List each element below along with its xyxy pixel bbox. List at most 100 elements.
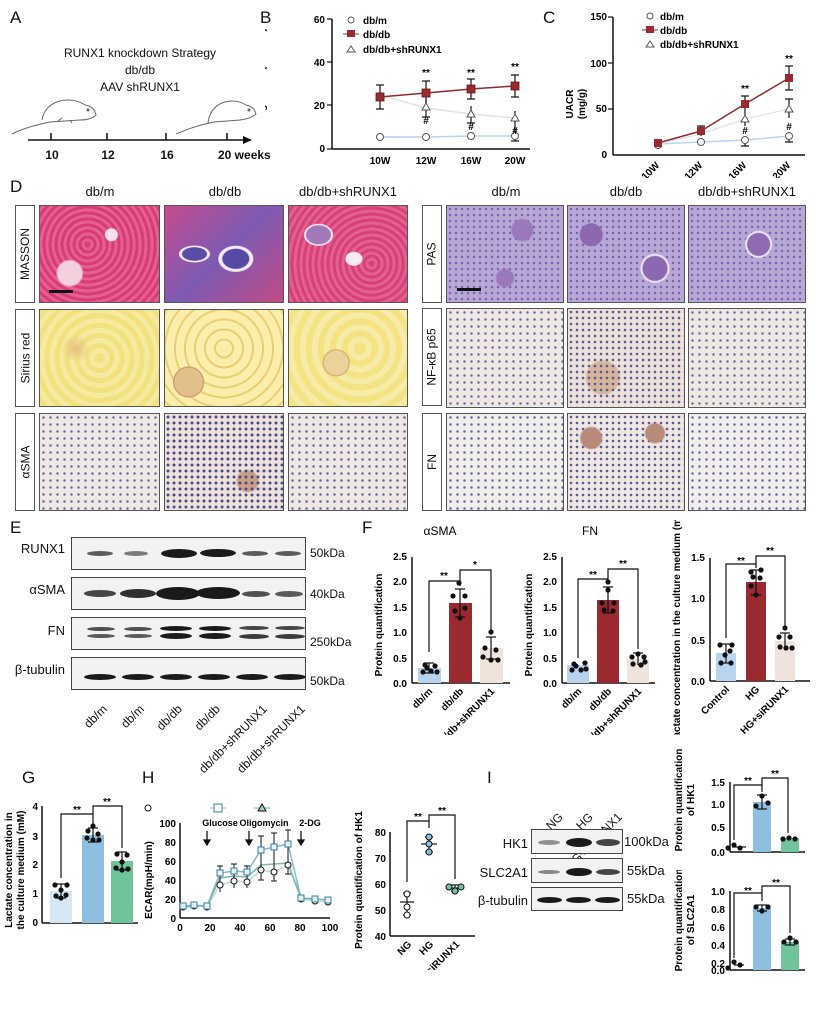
chart-b-xtick: 10W — [370, 156, 391, 165]
svg-text:2-DG: 2-DG — [299, 818, 321, 828]
svg-text:0.5: 0.5 — [711, 823, 725, 834]
svg-text:**: ** — [737, 556, 745, 567]
svg-text:0.2: 0.2 — [711, 959, 725, 970]
svg-text:ECAR(mpH/min): ECAR(mpH/min) — [144, 841, 155, 919]
svg-text:NG: NG — [396, 939, 415, 958]
svg-text:20: 20 — [165, 895, 177, 906]
blot-beta-tubulin — [71, 657, 306, 690]
scale-bar — [457, 288, 481, 291]
row-label-nfkb-p65: NF-κB p65 — [422, 308, 442, 406]
chart-c-xtick: 12W — [683, 160, 706, 178]
micrograph-pas-shrunx1 — [688, 205, 806, 303]
svg-text:70: 70 — [375, 854, 387, 865]
micrograph-fn-dbm — [446, 413, 564, 511]
svg-text:40: 40 — [165, 876, 177, 887]
chart-b-blood-glucose: Blood glucose (mmol/L) 60 40 20 0 ** ** ** — [265, 15, 530, 165]
column-header: db/db+shRUNX1 — [299, 184, 397, 199]
micrograph-masson-dbdb — [164, 205, 284, 303]
svg-text:60: 60 — [375, 880, 387, 891]
svg-text:60: 60 — [264, 923, 276, 934]
blot-hk1 — [531, 829, 623, 854]
blot-row-label: SLC2A1 — [479, 865, 528, 880]
svg-text:(mg/g): (mg/g) — [577, 89, 588, 120]
svg-text:2.5: 2.5 — [543, 552, 557, 563]
svg-text:HG: HG — [418, 939, 437, 958]
chart-b-xtick: 12W — [416, 156, 437, 165]
svg-text:0.0: 0.0 — [691, 677, 705, 688]
column-header: db/db+shRUNX1 — [698, 184, 796, 199]
panel-e-letter: E — [10, 518, 22, 537]
blot-row-label: β-tubulin — [477, 893, 528, 908]
svg-text:#: # — [423, 116, 429, 127]
row-label-pas: PAS — [422, 205, 442, 303]
kda-label: 250kDa — [310, 635, 352, 649]
svg-text:1.0: 1.0 — [543, 628, 557, 639]
panel-a-title-line: AAV shRUNX1 — [100, 80, 180, 94]
legend-label: db/m — [363, 16, 387, 27]
svg-text:2.0: 2.0 — [543, 577, 557, 588]
svg-text:Glucose: Glucose — [202, 818, 238, 828]
chart-f-asma: FN Protein quantification 2.5 2.0 1.5 1.0 0… — [524, 524, 655, 735]
svg-text:0.5: 0.5 — [393, 654, 407, 665]
blot-asma — [71, 577, 306, 610]
svg-text:0.6: 0.6 — [711, 923, 725, 934]
blot-row-label: FN — [47, 623, 65, 638]
micrograph-asma-dbm — [39, 413, 160, 511]
svg-text:Protein quantification of HK1: Protein quantification of HK1 — [354, 811, 365, 949]
svg-text:**: ** — [511, 62, 519, 73]
timeline-tick: 20 weeks — [218, 148, 271, 162]
micrograph-nfkb-dbm — [446, 308, 564, 408]
timeline-tick: 12 — [101, 148, 115, 162]
svg-text:3: 3 — [32, 832, 38, 843]
svg-text:Protein quantification: Protein quantification — [674, 870, 685, 971]
svg-text:1.5: 1.5 — [543, 603, 557, 614]
svg-text:the culture medium (mM): the culture medium (mM) — [16, 811, 27, 930]
legend-label: db/m — [660, 12, 684, 23]
blot-row-label: β-tubulin — [14, 662, 65, 677]
svg-text:#: # — [468, 122, 474, 133]
blot-row-label: αSMA — [29, 582, 65, 597]
svg-text:2: 2 — [32, 860, 38, 871]
blot-beta-tubulin-i — [531, 887, 623, 911]
mouse-icon — [11, 99, 97, 135]
panel-a-title-line: RUNX1 knockdown Strategy — [63, 46, 217, 60]
svg-text:0.0: 0.0 — [543, 679, 557, 690]
svg-text:Lactate concentration in: Lactate concentration in — [4, 812, 15, 928]
svg-text:50: 50 — [375, 906, 387, 917]
svg-text:100: 100 — [322, 923, 339, 934]
svg-text:100: 100 — [159, 819, 176, 830]
svg-text:HG: HG — [744, 684, 763, 703]
svg-text:0: 0 — [170, 914, 176, 925]
svg-text:#: # — [742, 126, 748, 137]
blot-row-label: RUNX1 — [20, 541, 65, 556]
svg-text:**: ** — [467, 68, 475, 79]
chart-i-hk1: Protein quantification of HK1 1.5 1.0 0.5 0… — [674, 749, 805, 859]
kda-label: 55kDa — [627, 891, 665, 906]
svg-text:**: ** — [422, 68, 430, 79]
chart-f-protein-quant: αSMA Protein quantification 2.5 2.0 1.5 1.… — [374, 520, 810, 735]
svg-text:20: 20 — [314, 101, 326, 112]
svg-text:db/db: db/db — [439, 686, 466, 713]
chart-i-slc2a1: Protein quantification of SLC2A1 1.0 0.8 0… — [674, 870, 805, 977]
svg-text:1.0: 1.0 — [393, 628, 407, 639]
svg-text:db/m: db/m — [410, 686, 435, 711]
svg-text:0.5: 0.5 — [691, 636, 705, 647]
row-label-sirius-red: Sirius red — [15, 309, 35, 407]
svg-text:db/db: db/db — [587, 686, 614, 713]
svg-text:2.0: 2.0 — [393, 577, 407, 588]
timeline-tick: 10 — [45, 148, 59, 162]
row-label-asma: αSMA — [15, 413, 35, 511]
row-label-fn: FN — [422, 413, 442, 511]
svg-text:*: * — [473, 560, 477, 571]
svg-text:40: 40 — [375, 932, 387, 943]
chart-c-xtick: 16W — [727, 160, 750, 178]
micrograph-pas-dbdb — [567, 205, 685, 303]
panel-a-title-line: db/db — [124, 63, 156, 77]
timeline-tick: 16 — [160, 148, 174, 162]
micrograph-siriusred-dbdb — [164, 309, 284, 407]
kda-label: 55kDa — [627, 863, 665, 878]
svg-text:1.0: 1.0 — [691, 594, 705, 605]
chart-h-ecar: ECAR(mpH/min) 100 80 60 40 20 0 Glucose Oligo… — [144, 802, 339, 934]
svg-text:0.0: 0.0 — [711, 848, 725, 859]
micrograph-fn-shrunx1 — [688, 413, 806, 511]
